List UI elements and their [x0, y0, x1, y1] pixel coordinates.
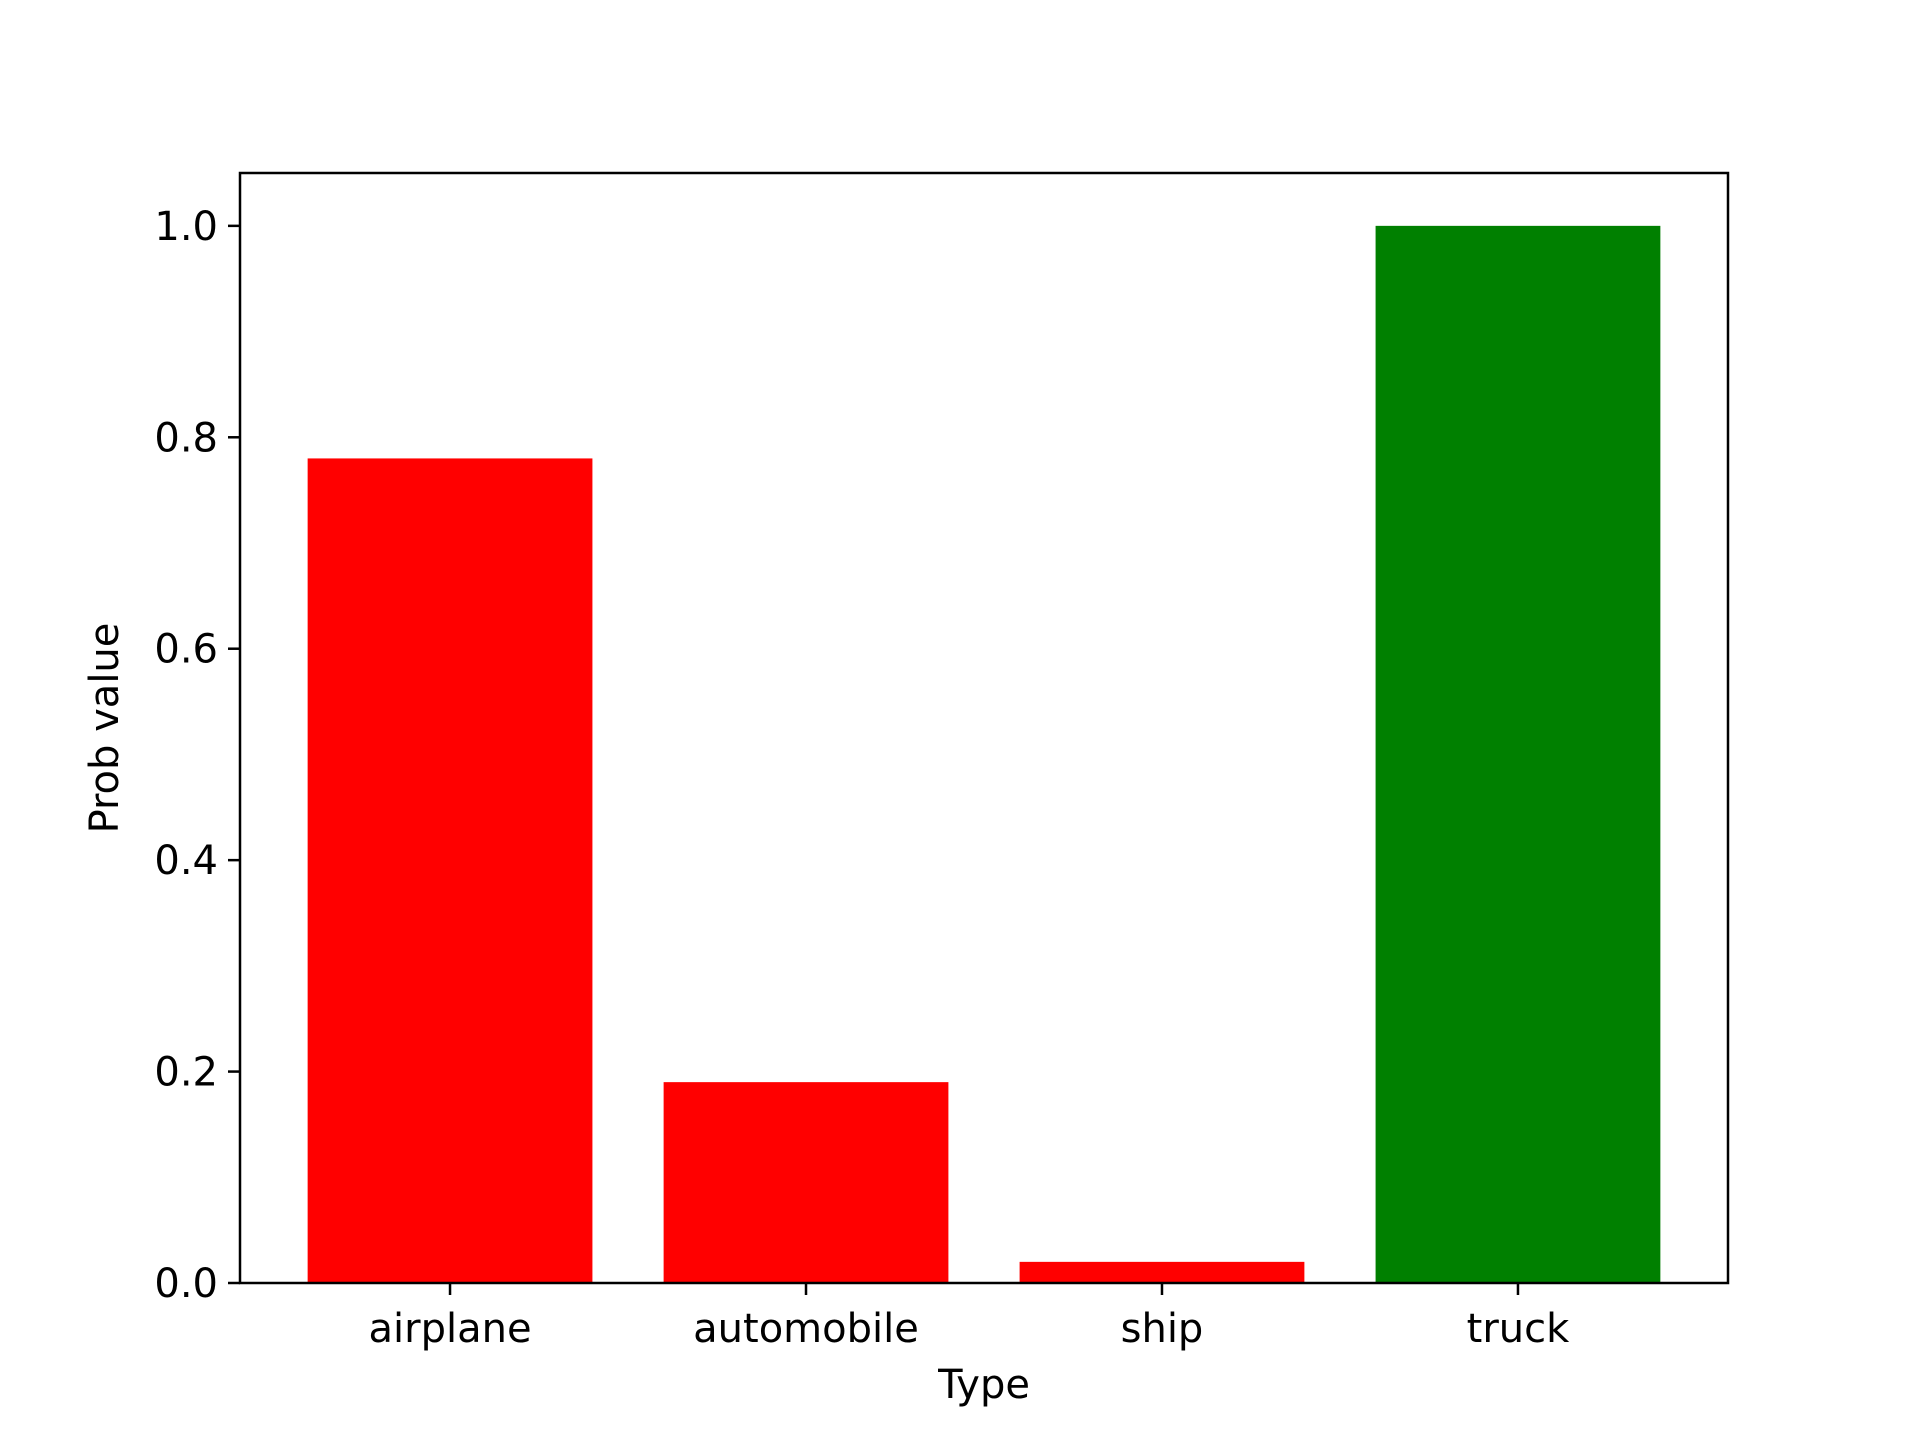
plot-frame — [238, 171, 1730, 1285]
y-tick-label: 0.8 — [154, 415, 218, 461]
x-tick-label-ship: ship — [1121, 1306, 1204, 1352]
bar-ship — [1019, 1261, 1305, 1283]
bar-airplane — [307, 458, 593, 1283]
y-tick-label: 1.0 — [154, 204, 218, 250]
y-axis-ticks: 0.0 0.2 0.4 0.6 0.8 1.0 — [154, 204, 240, 1307]
y-tick-label: 0.6 — [154, 627, 218, 673]
y-axis-label: Prob value — [82, 623, 128, 834]
bar-automobile — [663, 1082, 949, 1283]
x-tick-label-automobile: automobile — [693, 1306, 919, 1352]
y-tick-label: 0.2 — [154, 1050, 218, 1096]
x-tick-label-airplane: airplane — [369, 1306, 532, 1352]
x-axis-ticks: airplane automobile ship truck — [369, 1283, 1570, 1352]
x-tick-label-truck: truck — [1467, 1306, 1570, 1352]
bar-truck — [1375, 225, 1661, 1283]
y-tick-label: 0.4 — [154, 838, 218, 884]
y-tick-label: 0.0 — [154, 1261, 218, 1307]
x-axis-label: Type — [937, 1362, 1030, 1408]
bars-group — [307, 225, 1661, 1283]
